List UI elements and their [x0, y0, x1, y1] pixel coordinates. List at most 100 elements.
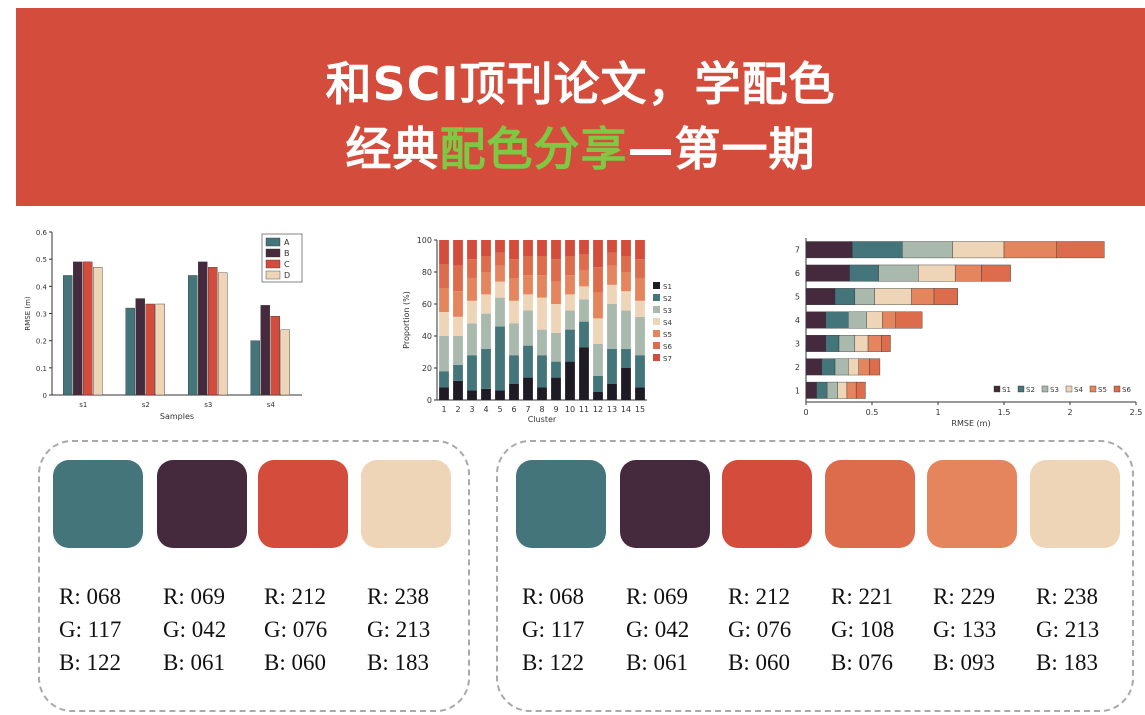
y-tick-label: 0: [43, 392, 47, 400]
rgb-b-value: B: 061: [626, 650, 688, 675]
stacked-segment: [593, 267, 603, 293]
legend-label: S3: [1050, 386, 1059, 394]
stacked-segment: [816, 381, 828, 399]
stacked-segment: [467, 259, 477, 279]
legend-label: S2: [663, 295, 672, 303]
stacked-segment: [849, 264, 879, 282]
y-axis-label: Proportion (%): [402, 291, 411, 349]
rgb-b-value: B: 122: [522, 650, 584, 675]
stacked-segment: [579, 299, 589, 322]
stacked-segment: [523, 256, 533, 276]
stacked-segment: [523, 294, 533, 311]
title-line-2-a: 经典: [345, 122, 440, 176]
rgb-values: R: 069 G: 042 B: 061: [163, 580, 226, 679]
stacked-segment: [495, 252, 505, 266]
stacked-segment: [579, 240, 589, 255]
stacked-segment: [607, 384, 617, 400]
color-swatch: [620, 460, 710, 548]
legend-swatch: [265, 248, 281, 258]
bar: [93, 267, 103, 396]
color-swatch: [1030, 460, 1120, 548]
stacked-segment: [881, 335, 891, 352]
x-tick-label: 1: [935, 408, 940, 417]
x-axis-label: Samples: [160, 412, 194, 421]
stacked-segment: [439, 371, 449, 388]
legend-label: S1: [1002, 386, 1011, 394]
stacked-segment: [825, 311, 849, 329]
legend-label: B: [284, 249, 290, 258]
bar: [135, 298, 145, 396]
stacked-segment: [481, 256, 491, 272]
y-tick-label: 0.6: [36, 229, 48, 237]
legend-swatch: [1017, 385, 1025, 393]
stacked-segment: [635, 300, 645, 317]
bar: [188, 275, 198, 396]
bar: [145, 303, 155, 396]
stacked-segment: [593, 240, 603, 268]
legend-label: A: [284, 238, 290, 247]
stacked-segment: [467, 240, 477, 260]
stacked-segment: [579, 286, 589, 300]
x-tick-label: 12: [593, 405, 603, 414]
stacked-segment: [439, 387, 449, 400]
legend-label: S5: [663, 331, 672, 339]
x-tick-label: 8: [539, 405, 544, 414]
rgb-g-value: G: 117: [59, 617, 122, 642]
stacked-segment: [495, 265, 505, 282]
stacked-segment: [981, 264, 1011, 282]
stacked-segment: [952, 241, 1005, 259]
y-tick-label: 0.4: [36, 283, 48, 291]
stacked-segment: [621, 368, 631, 400]
stacked-segment: [453, 380, 463, 400]
stacked-segment: [621, 348, 631, 368]
stacked-segment: [805, 311, 826, 329]
bar: [218, 272, 228, 396]
stacked-segment: [537, 275, 547, 298]
stacked-segment: [565, 329, 575, 362]
x-tick-label: 1.5: [998, 408, 1011, 417]
stacked-segment: [635, 278, 645, 301]
rgb-g-value: G: 042: [163, 617, 227, 642]
stacked-segment: [917, 264, 956, 282]
palette-card-left: [38, 440, 470, 712]
legend-swatch: [1065, 385, 1073, 393]
color-swatch: [825, 460, 915, 548]
stacked-segment: [1056, 241, 1105, 259]
color-swatch: [157, 460, 247, 548]
color-swatch: [722, 460, 812, 548]
rgb-values: R: 068 G: 117 B: 122: [522, 580, 584, 679]
stacked-segment: [854, 335, 869, 352]
stacked-segment: [593, 292, 603, 319]
stacked-segment: [579, 321, 589, 348]
rgb-r-value: R: 238: [367, 584, 429, 609]
rgb-r-value: R: 238: [1036, 584, 1098, 609]
stacked-segment: [911, 288, 935, 305]
chart-grouped-bar-svg: 0 0.1 0.2 0.3 0.4 0.5 0.6 s1 s2 s3 s4 Samples RMSE (…: [24, 229, 303, 421]
x-tick-label: s2: [142, 401, 150, 409]
x-tick-label: 0: [803, 408, 808, 417]
stacked-segment: [607, 284, 617, 304]
legend-swatch: [265, 237, 281, 247]
rgb-r-value: R: 069: [163, 584, 225, 609]
y-axis-label: RMSE (m): [24, 296, 32, 331]
rgb-r-value: R: 229: [933, 584, 995, 609]
stacked-segment: [467, 278, 477, 301]
legend-label: S7: [663, 355, 672, 363]
bar: [250, 340, 260, 396]
y-tick-label: 40: [422, 332, 432, 341]
bar: [260, 305, 270, 396]
y-tick-label: 0.1: [36, 365, 47, 373]
stacked-segment: [495, 240, 505, 253]
stacked-segment: [495, 281, 505, 298]
stacked-segment: [565, 310, 575, 330]
stacked-segment: [579, 254, 589, 271]
x-tick-label: 5: [497, 405, 502, 414]
rgb-g-value: G: 076: [728, 617, 792, 642]
stacked-segment: [509, 278, 519, 301]
x-tick-label: 7: [525, 405, 530, 414]
legend-swatch: [653, 342, 660, 349]
legend-swatch: [653, 330, 660, 337]
stacked-segment: [509, 240, 519, 260]
stacked-segment: [579, 270, 589, 287]
x-tick-label: s4: [267, 401, 276, 409]
